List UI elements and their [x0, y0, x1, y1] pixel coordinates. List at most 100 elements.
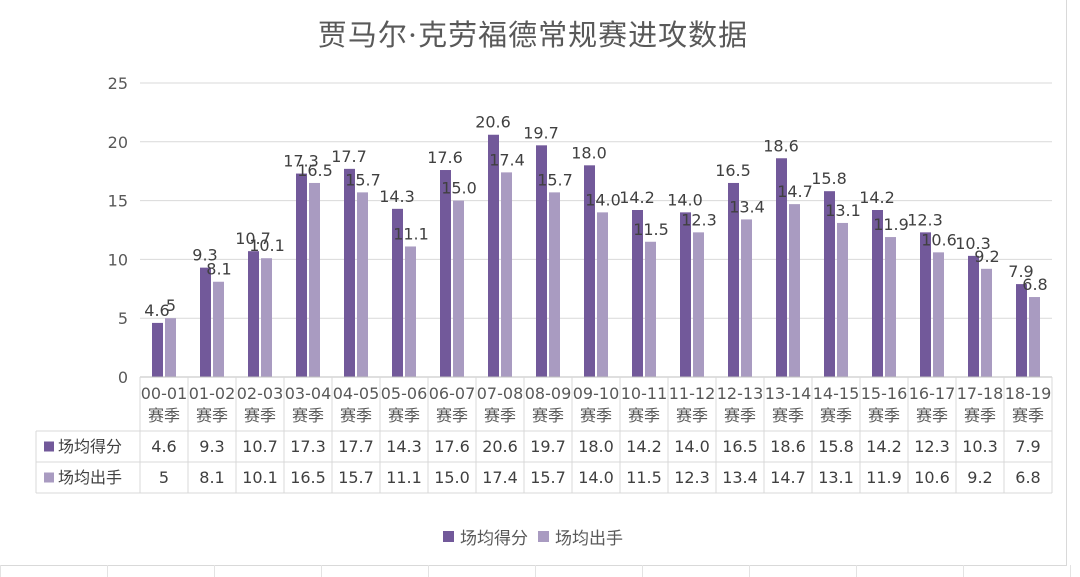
- table-cell-s1-4: 17.7: [338, 437, 374, 456]
- data-label-s2-0: 5: [166, 296, 176, 315]
- table-cell-s2-14: 13.1: [818, 468, 854, 487]
- data-label-s2-8: 15.7: [537, 170, 573, 189]
- sheet-cell-line: [0, 565, 1, 577]
- spreadsheet-grid-strip: [0, 565, 1080, 577]
- table-cell-s1-8: 19.7: [530, 437, 566, 456]
- bar-s1-10: [632, 210, 643, 377]
- table-cell-s2-0: 5: [159, 468, 169, 487]
- x-tick-sublabel-15: 赛季: [868, 406, 900, 425]
- legend: 场均得分 场均出手: [0, 524, 1066, 549]
- table-cell-s2-6: 15.0: [434, 468, 470, 487]
- data-label-s1-10: 14.2: [619, 188, 655, 207]
- legend-label-series-2: 场均出手: [555, 529, 623, 549]
- table-cell-s2-3: 16.5: [290, 468, 326, 487]
- bar-s2-7: [501, 172, 512, 377]
- table-cell-s2-9: 14.0: [578, 468, 614, 487]
- data-label-s2-17: 9.2: [974, 247, 999, 266]
- x-tick-sublabel-9: 赛季: [580, 406, 612, 425]
- sheet-cell-line: [642, 565, 643, 577]
- table-cell-s1-3: 17.3: [290, 437, 326, 456]
- table-cell-s1-16: 12.3: [914, 437, 950, 456]
- bar-s2-10: [645, 241, 656, 377]
- bar-s1-6: [440, 170, 451, 377]
- sheet-cell-line: [749, 565, 750, 577]
- x-tick-label-0: 00-01: [141, 384, 188, 403]
- bar-s1-12: [728, 182, 739, 377]
- x-tick-sublabel-8: 赛季: [532, 406, 564, 425]
- x-tick-sublabel-7: 赛季: [484, 406, 516, 425]
- sheet-cell-line: [963, 565, 964, 577]
- sheet-cell-line: [856, 565, 857, 577]
- data-label-s1-9: 18.0: [571, 143, 607, 162]
- table-cell-s2-12: 13.4: [722, 468, 758, 487]
- x-tick-sublabel-18: 赛季: [1012, 406, 1044, 425]
- x-tick-sublabel-3: 赛季: [292, 406, 324, 425]
- x-tick-label-15: 15-16: [861, 384, 908, 403]
- data-label-s1-8: 19.7: [523, 123, 559, 142]
- bar-s2-8: [549, 192, 560, 377]
- data-label-s1-4: 17.7: [331, 147, 367, 166]
- bar-s2-0: [165, 318, 176, 377]
- y-tick-label-20: 20: [108, 133, 128, 152]
- x-tick-label-13: 13-14: [765, 384, 812, 403]
- data-label-s2-7: 17.4: [489, 150, 525, 169]
- y-tick-label-0: 0: [118, 368, 128, 387]
- data-label-s2-5: 11.1: [393, 224, 429, 243]
- x-tick-label-2: 02-03: [237, 384, 284, 403]
- bar-s1-15: [872, 210, 883, 377]
- data-label-s2-1: 8.1: [206, 260, 231, 279]
- x-tick-label-18: 18-19: [1005, 384, 1052, 403]
- data-label-s1-12: 16.5: [715, 161, 751, 180]
- table-row-label-s1: 场均得分: [58, 437, 122, 456]
- y-tick-label-5: 5: [118, 309, 128, 328]
- legend-swatch-series-1: [443, 531, 454, 542]
- table-cell-s1-2: 10.7: [242, 437, 278, 456]
- bar-s2-13: [789, 204, 800, 377]
- bar-s1-4: [344, 168, 355, 377]
- bar-s1-8: [536, 145, 547, 377]
- bar-s1-17: [968, 255, 979, 377]
- data-label-s1-0: 4.6: [144, 301, 169, 320]
- x-tick-sublabel-0: 赛季: [148, 406, 180, 425]
- table-cell-s2-11: 12.3: [674, 468, 710, 487]
- table-cell-s1-0: 4.6: [151, 437, 176, 456]
- chart-title: 贾马尔·克劳福德常规赛进攻数据: [317, 18, 749, 52]
- bar-s1-2: [248, 251, 259, 377]
- bar-s2-16: [933, 252, 944, 377]
- bar-s2-9: [597, 212, 608, 377]
- data-label-s1-13: 18.6: [763, 136, 799, 155]
- data-label-s1-5: 14.3: [379, 187, 415, 206]
- data-label-s1-11: 14.0: [667, 190, 703, 209]
- data-label-s2-18: 6.8: [1022, 275, 1047, 294]
- x-tick-sublabel-11: 赛季: [676, 406, 708, 425]
- bar-s2-12: [741, 219, 752, 377]
- x-tick-sublabel-2: 赛季: [244, 406, 276, 425]
- x-tick-label-1: 01-02: [189, 384, 236, 403]
- data-label-s2-12: 13.4: [729, 197, 765, 216]
- legend-item-series-2: 场均出手: [538, 524, 623, 549]
- table-cell-s2-18: 6.8: [1015, 468, 1040, 487]
- x-tick-sublabel-6: 赛季: [436, 406, 468, 425]
- y-tick-label-25: 25: [108, 74, 128, 93]
- table-cell-s2-5: 11.1: [386, 468, 422, 487]
- table-cell-s1-15: 14.2: [866, 437, 902, 456]
- x-tick-sublabel-13: 赛季: [772, 406, 804, 425]
- data-label-s2-2: 10.1: [249, 236, 285, 255]
- x-tick-label-10: 10-11: [621, 384, 668, 403]
- data-label-s1-17: 10.3: [955, 234, 991, 253]
- x-tick-label-3: 03-04: [285, 384, 332, 403]
- table-cell-s1-10: 14.2: [626, 437, 662, 456]
- data-label-s1-3: 17.3: [283, 152, 319, 171]
- x-tick-label-8: 08-09: [525, 384, 572, 403]
- x-tick-label-14: 14-15: [813, 384, 860, 403]
- x-tick-sublabel-5: 赛季: [388, 406, 420, 425]
- data-label-s2-4: 15.7: [345, 170, 381, 189]
- table-cell-s2-10: 11.5: [626, 468, 662, 487]
- bar-s2-1: [213, 281, 224, 377]
- data-label-s2-15: 11.9: [873, 215, 909, 234]
- bar-s2-18: [1029, 297, 1040, 377]
- x-tick-label-16: 16-17: [909, 384, 956, 403]
- data-label-s1-2: 10.7: [235, 229, 271, 248]
- bar-s2-15: [885, 237, 896, 377]
- bar-s1-0: [152, 322, 163, 377]
